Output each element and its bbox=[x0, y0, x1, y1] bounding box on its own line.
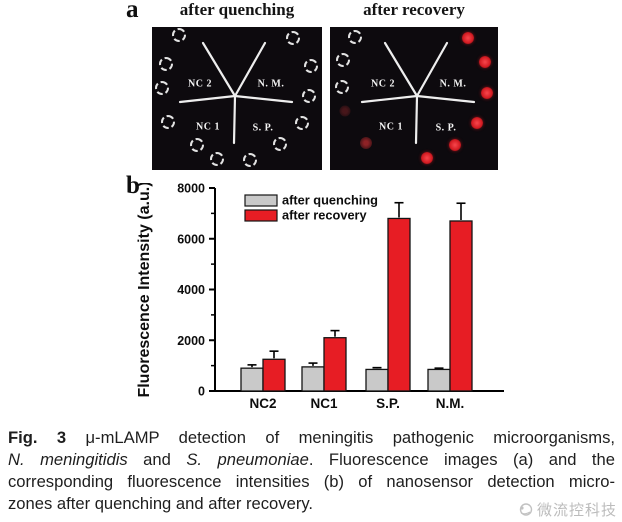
x-category-label: S.P. bbox=[376, 396, 400, 411]
caption-text: . Fluorescence images (a) and the bbox=[308, 449, 615, 469]
zone-label: NC 1 bbox=[196, 121, 220, 133]
image-title-quenching: after quenching bbox=[179, 0, 295, 19]
quenched-spot-ring bbox=[243, 153, 257, 167]
y-tick-label: 4000 bbox=[177, 283, 205, 297]
y-tick-label: 0 bbox=[198, 385, 205, 399]
zone-label: NC 2 bbox=[371, 78, 395, 90]
y-axis-label: Fluorescence Intensity (a.u.) bbox=[136, 183, 153, 398]
recovered-fluorescent-spot bbox=[481, 87, 493, 99]
quenched-spot-ring bbox=[161, 115, 175, 129]
caption-figure-number: Fig. 3 bbox=[8, 428, 67, 447]
zone-label: NC 2 bbox=[188, 78, 212, 90]
quenched-spot-ring bbox=[273, 137, 287, 151]
panel-a-label: a bbox=[126, 0, 139, 23]
fluorescence-image-after-recovery: NC 2 N. M. NC 1 S. P. bbox=[330, 27, 498, 170]
watermark: 微流控科技 bbox=[517, 499, 617, 520]
microzone-divider-lines bbox=[178, 41, 294, 145]
bar-after-quenching-NC1 bbox=[301, 366, 325, 392]
caption-text: zones after quenching and after recovery… bbox=[8, 493, 314, 513]
recovered-fluorescent-spot bbox=[449, 139, 461, 151]
quenched-spot-ring bbox=[348, 30, 362, 44]
quenched-spot-ring bbox=[159, 57, 173, 71]
caption-line: corresponding fluorescence intensities (… bbox=[8, 471, 615, 493]
x-category-label: NC1 bbox=[310, 396, 337, 411]
microfluidics-logo-icon bbox=[519, 503, 533, 516]
legend-label: after quenching bbox=[282, 193, 378, 208]
bar-after-recovery-S.P. bbox=[387, 217, 411, 392]
quenched-spot-ring bbox=[286, 31, 300, 45]
quenched-spot-ring bbox=[336, 53, 350, 67]
quenched-spot-ring bbox=[302, 89, 316, 103]
quenched-spot-ring bbox=[335, 80, 349, 94]
fluorescence-image-after-quenching: NC 2 N. M. NC 1 S. P. bbox=[152, 27, 322, 170]
x-category-label: N.M. bbox=[436, 396, 465, 411]
x-category-label: NC2 bbox=[249, 396, 276, 411]
quenched-spot-ring bbox=[155, 81, 169, 95]
quenched-spot-ring bbox=[295, 116, 309, 130]
y-tick-label: 2000 bbox=[177, 334, 205, 348]
legend-swatch bbox=[244, 209, 278, 222]
bar-after-recovery-NC2 bbox=[262, 358, 286, 392]
quenched-spot-ring bbox=[172, 28, 186, 42]
bar-after-recovery-N.M. bbox=[449, 220, 473, 392]
caption-species-name: S. pneumoniae bbox=[186, 449, 309, 469]
caption-line: Fig. 3 μ-mLAMP detection of meningitis p… bbox=[8, 427, 615, 449]
recovered-fluorescent-spot bbox=[471, 117, 483, 129]
bar-after-recovery-NC1 bbox=[323, 337, 347, 392]
y-tick-label: 8000 bbox=[177, 183, 205, 196]
zone-label: N. M. bbox=[257, 78, 285, 90]
recovered-fluorescent-spot bbox=[479, 56, 491, 68]
quenched-spot-ring bbox=[304, 59, 318, 73]
recovered-fluorescent-spot bbox=[360, 137, 372, 149]
quenched-spot-ring bbox=[210, 152, 224, 166]
bar-after-quenching-N.M. bbox=[427, 368, 451, 392]
zone-label: S. P. bbox=[435, 122, 457, 134]
bar-after-quenching-S.P. bbox=[365, 368, 389, 392]
microzone-divider-lines bbox=[360, 41, 476, 145]
recovered-fluorescent-spot bbox=[462, 32, 474, 44]
bar-after-quenching-NC2 bbox=[240, 367, 264, 392]
image-title-recovery: after recovery bbox=[363, 0, 465, 19]
panel-b-label: b bbox=[126, 172, 140, 199]
zone-label: N. M. bbox=[439, 78, 467, 90]
caption-line: zones after quenching and after recovery… bbox=[8, 493, 615, 515]
recovered-fluorescent-spot bbox=[339, 105, 351, 117]
zone-label: NC 1 bbox=[379, 121, 403, 133]
caption-text: corresponding fluorescence intensities (… bbox=[8, 471, 615, 491]
watermark-text: 微流控科技 bbox=[536, 502, 617, 519]
caption-line: N. meningitidis and S. pneumoniae. Fluor… bbox=[8, 449, 615, 471]
legend-label: after recovery bbox=[282, 208, 368, 223]
caption-species-name: N. meningitidis bbox=[8, 449, 128, 469]
quenched-spot-ring bbox=[190, 138, 204, 152]
figure-caption: Fig. 3 μ-mLAMP detection of meningitis p… bbox=[8, 427, 615, 515]
legend-swatch bbox=[244, 194, 278, 207]
caption-text: μ-mLAMP detection of meningitis pathogen… bbox=[66, 428, 615, 447]
y-tick-label: 6000 bbox=[177, 232, 205, 246]
recovered-fluorescent-spot bbox=[421, 152, 433, 164]
bar-chart: 0 2000 4000 6000 8000 NC2 NC1 S.P. N.M. after que… bbox=[136, 183, 504, 411]
caption-text: and bbox=[127, 449, 187, 469]
zone-label: S. P. bbox=[252, 122, 274, 134]
